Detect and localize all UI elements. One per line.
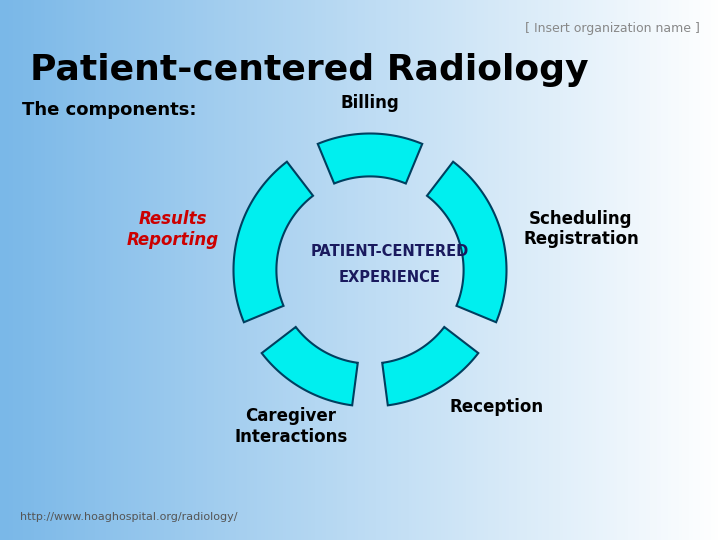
Polygon shape	[261, 327, 358, 406]
Text: Caregiver
Interactions: Caregiver Interactions	[234, 407, 347, 446]
Text: Results
Reporting: Results Reporting	[127, 210, 219, 249]
Text: PATIENT-CENTERED: PATIENT-CENTERED	[311, 245, 469, 260]
Polygon shape	[233, 161, 313, 322]
Text: Patient-centered Radiology: Patient-centered Radiology	[30, 53, 588, 87]
Text: http://www.hoaghospital.org/radiology/: http://www.hoaghospital.org/radiology/	[20, 512, 238, 522]
Text: Reception: Reception	[449, 399, 544, 416]
Polygon shape	[382, 327, 478, 406]
Text: [ Insert organization name ]: [ Insert organization name ]	[525, 22, 700, 35]
Text: EXPERIENCE: EXPERIENCE	[339, 271, 441, 286]
Text: Scheduling
Registration: Scheduling Registration	[523, 210, 639, 248]
Text: Billing: Billing	[341, 93, 400, 111]
Polygon shape	[427, 161, 506, 322]
Polygon shape	[318, 133, 422, 184]
Text: The components:: The components:	[22, 101, 197, 119]
